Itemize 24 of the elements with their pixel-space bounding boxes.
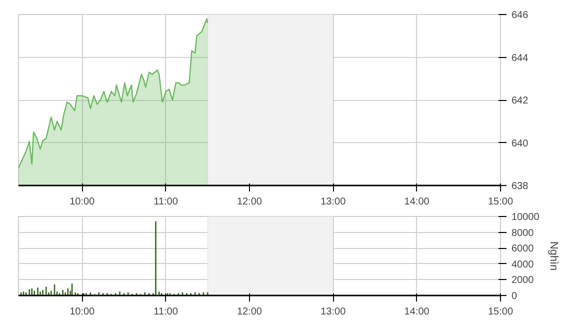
y-axis-title: Nghìn [547,241,560,271]
x-tick-label: 15:00 [488,196,514,208]
y-tick-label: 646 [512,10,529,21]
x-tick-label: 13:00 [320,306,346,318]
x-tick-label: 15:00 [488,306,514,318]
x-tick-label: 14:00 [404,196,430,208]
x-tick-label: 12:00 [236,306,262,318]
y-tick-label: 10000 [512,212,540,223]
x-tick-label: 10:00 [70,196,96,208]
x-tick-label: 13:00 [320,196,346,208]
x-tick-label: 14:00 [404,306,430,318]
y-tick-label: 6000 [512,244,534,255]
y-tick-label: 644 [512,52,529,64]
y-tick-label: 640 [512,138,529,150]
x-tick-label: 12:00 [236,196,262,208]
y-tick-label: 642 [512,96,529,106]
x-tick-label: 11:00 [154,196,178,208]
y-tick-label: 8000 [512,228,534,239]
y-tick-label: 638 [512,181,529,192]
y-tick-label: 0 [512,291,518,302]
y-tick-label: 4000 [512,259,534,270]
y-tick-label: 2000 [512,275,534,286]
x-tick-label: 10:00 [70,306,96,318]
x-tick-label: 11:00 [154,306,178,318]
